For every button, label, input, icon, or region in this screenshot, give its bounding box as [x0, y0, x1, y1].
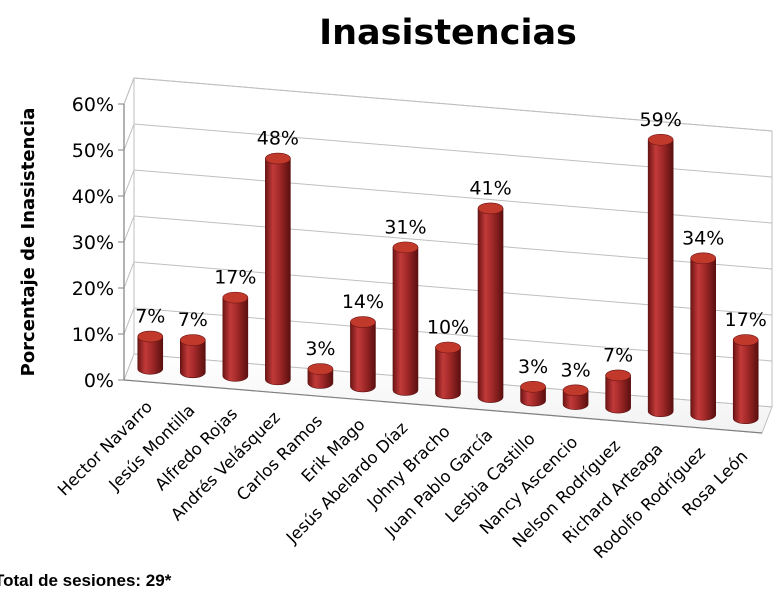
bar-body — [222, 297, 249, 382]
bar-top — [137, 330, 164, 343]
data-label: 17% — [725, 309, 767, 331]
bar-body — [392, 247, 419, 396]
y-tick-label: 50% — [72, 140, 114, 162]
gridline-side — [123, 261, 135, 289]
bar-top — [222, 291, 249, 304]
data-label: 14% — [342, 291, 384, 313]
x-axis-line — [123, 379, 763, 434]
data-label: 41% — [469, 177, 511, 199]
bar-top — [520, 380, 546, 393]
bar-top — [350, 316, 376, 328]
data-label: 3% — [305, 338, 335, 360]
gridline-side — [123, 169, 135, 197]
y-tick-label: 10% — [72, 324, 114, 346]
data-label: 7% — [135, 306, 165, 328]
bar-top — [477, 202, 504, 215]
bar — [732, 334, 759, 425]
data-label: 17% — [214, 267, 256, 289]
y-tick-label: 30% — [72, 232, 114, 254]
data-label: 3% — [518, 356, 548, 378]
bar-body — [647, 139, 674, 417]
bar-top — [265, 152, 291, 165]
bar — [605, 369, 631, 414]
bar-body — [350, 321, 376, 393]
gridline-side — [123, 215, 135, 243]
bar-body — [137, 336, 164, 375]
footnote: Total de sesiones: 29* — [0, 571, 172, 590]
gridline-side — [123, 123, 135, 151]
bar — [222, 291, 249, 382]
data-label: 31% — [384, 216, 426, 238]
bar — [265, 152, 291, 386]
bar-body — [477, 208, 504, 403]
data-label: 7% — [603, 344, 633, 366]
bar-top — [435, 341, 461, 354]
bar — [137, 330, 164, 375]
data-label: 3% — [561, 359, 591, 381]
bar-top — [690, 252, 717, 265]
bar — [392, 241, 419, 396]
bar-body — [732, 339, 759, 425]
bar — [562, 384, 589, 410]
gridline-side — [123, 307, 135, 335]
bar — [435, 341, 461, 400]
data-label: 7% — [178, 309, 208, 331]
gridline — [133, 77, 773, 132]
bar-top — [392, 241, 419, 254]
bar-body — [690, 258, 716, 421]
data-label: 10% — [427, 317, 469, 339]
data-label: 59% — [640, 109, 682, 131]
y-tick-label: 0% — [84, 370, 114, 392]
bar — [647, 133, 674, 417]
data-label: 48% — [257, 128, 299, 150]
bar-top — [307, 363, 334, 375]
bar-top — [605, 369, 631, 382]
bar — [520, 380, 546, 407]
bar-top — [562, 384, 589, 397]
bar-top — [180, 334, 206, 346]
bar — [477, 202, 504, 403]
bar-body — [180, 339, 206, 379]
y-tick-label: 20% — [72, 278, 114, 300]
bar-body — [265, 158, 291, 386]
bar — [690, 252, 717, 421]
bar-body — [435, 347, 461, 400]
bar — [350, 316, 376, 393]
bar-body — [605, 375, 631, 414]
y-axis-title: Porcentaje de Inasistencia — [18, 108, 39, 377]
data-label: 34% — [682, 227, 724, 249]
bar — [307, 363, 334, 389]
bar — [180, 334, 206, 379]
gridline-side — [123, 77, 135, 105]
bar-top — [647, 133, 674, 146]
y-tick-label: 40% — [72, 186, 114, 208]
bar-top — [732, 334, 759, 346]
chart-title: Inasistencias — [319, 13, 577, 53]
y-tick-label: 60% — [72, 94, 114, 116]
